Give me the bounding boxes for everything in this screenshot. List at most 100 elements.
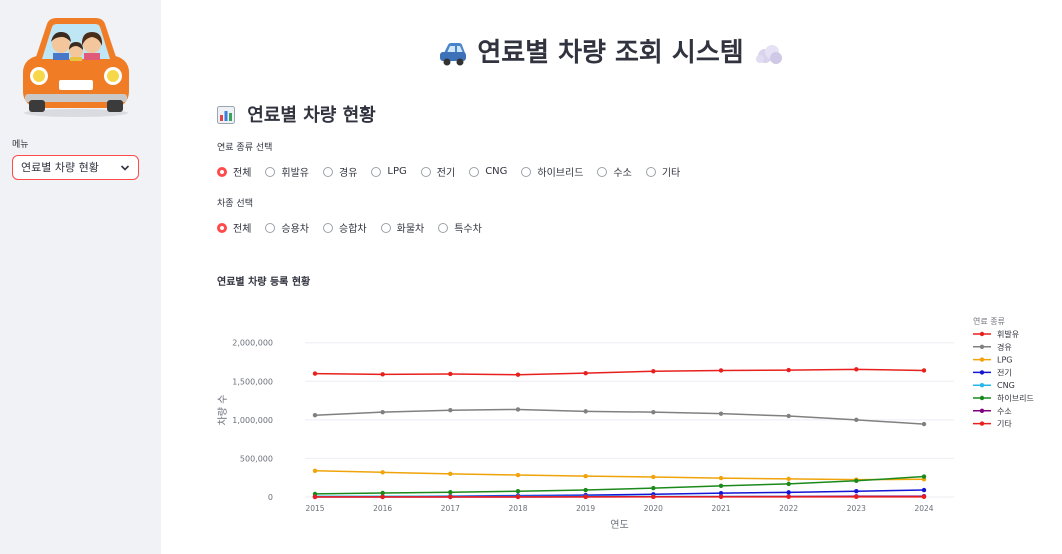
vehicle-radio-0[interactable]: 전체 [217, 220, 251, 235]
radio-circle-icon [323, 166, 334, 177]
series-point [854, 494, 859, 500]
fuel-filter-label: 연료 종류 선택 [217, 143, 273, 153]
fuel-radio-label: LPG [387, 166, 407, 177]
series-line-0 [314, 368, 925, 376]
series-line-2 [314, 470, 925, 481]
fuel-radio-1[interactable]: 휘발유 [265, 164, 309, 179]
legend-swatch-point [979, 408, 985, 413]
legend-swatch-point [979, 331, 985, 337]
fuel-radio-label: 하이브리드 [537, 168, 584, 179]
fuel-radio-label: 기타 [661, 168, 681, 179]
series-point [854, 367, 859, 372]
fuel-radio-7[interactable]: 수소 [597, 164, 632, 179]
series-line-5 [314, 475, 925, 495]
series-point [786, 494, 791, 500]
radio-circle-icon [265, 166, 276, 177]
main-content: 연료별 차량 조회 시스템 연료별 차량 현황 연료 종류 선택 전체 휘발유 경유… [161, 0, 1062, 554]
fuel-radio-0[interactable]: 전체 [217, 164, 251, 179]
series-point [583, 473, 588, 479]
series-point [651, 474, 656, 480]
legend-item-label: CNG [997, 381, 1015, 390]
fuel-filter-group: 전체 휘발유 경유 LPG 전기 CNG 하이브리드 수소 기타 [217, 164, 694, 179]
series-line-1 [314, 408, 925, 425]
chevron-down-icon [120, 165, 130, 171]
legend-item-label: 휘발유 [997, 329, 1019, 339]
family-car-illustration [23, 18, 129, 117]
series-point [583, 370, 588, 376]
y-tick-label: 500,000 [240, 454, 273, 463]
line-chart: 0 500,000 1,000,000 1,500,000 2,000,000 2015 2… [217, 317, 1034, 531]
menu-select-value: 연료별 차량 현황 [21, 161, 99, 174]
legend-title: 연료 종류 [973, 317, 1005, 326]
series-point [786, 413, 791, 419]
smoke-cloud-icon [755, 44, 782, 64]
radio-circle-icon [265, 222, 276, 233]
series-point [380, 490, 385, 496]
series-point [380, 470, 385, 475]
x-tick-label: 2024 [914, 504, 933, 513]
menu-select[interactable]: 연료별 차량 현황 [12, 155, 139, 180]
series-point [786, 481, 791, 487]
series-point [380, 494, 385, 500]
sidebar: 메뉴 연료별 차량 현황 [0, 0, 161, 554]
legend-swatch-point [979, 421, 985, 426]
fuel-radio-4[interactable]: 전기 [420, 164, 456, 179]
car-icon [440, 42, 467, 65]
vehicle-radio-label: 승합차 [339, 224, 367, 235]
legend-swatch-point [979, 370, 985, 375]
series-point [921, 368, 927, 373]
series-point [786, 490, 791, 495]
vehicle-radio-1[interactable]: 승용차 [265, 220, 309, 235]
series-point [718, 475, 724, 481]
fuel-radio-2[interactable]: 경유 [323, 164, 357, 179]
series-point [921, 474, 927, 479]
radio-circle-icon [420, 166, 431, 177]
series-point [718, 483, 724, 489]
x-tick-label: 2015 [305, 504, 324, 513]
series-point [312, 468, 318, 473]
chart-title: 연료별 차량 등록 현황 [217, 277, 311, 288]
vehicle-radio-2[interactable]: 승합차 [323, 220, 367, 235]
fuel-radio-label: CNG [485, 166, 508, 177]
series-point [718, 411, 724, 416]
fuel-radio-label: 전기 [436, 168, 456, 179]
legend-item-label: 수소 [997, 407, 1012, 416]
page-title: 연료별 차량 조회 시스템 [161, 33, 1062, 73]
bar-chart-icon [217, 106, 235, 124]
series-point [448, 371, 453, 377]
series-point [583, 487, 588, 493]
legend-item-label: 전기 [997, 367, 1012, 377]
radio-circle-icon [521, 166, 532, 177]
fuel-radio-3[interactable]: LPG [371, 166, 407, 177]
series-point [854, 478, 859, 483]
vehicle-radio-label: 화물차 [396, 224, 425, 235]
series-point [854, 489, 859, 494]
series-point [651, 369, 656, 374]
series-point [515, 372, 521, 377]
menu-label: 메뉴 [12, 140, 29, 150]
fuel-radio-5[interactable]: CNG [469, 166, 507, 177]
vehicle-radio-4[interactable]: 특수차 [438, 220, 482, 235]
series-point [312, 371, 318, 376]
series-point [786, 476, 791, 482]
series-point [515, 494, 521, 500]
y-tick-label: 0 [268, 493, 273, 502]
legend-swatch-point [979, 344, 985, 349]
x-tick-label: 2018 [508, 504, 527, 513]
fuel-radio-8[interactable]: 기타 [645, 164, 681, 179]
fuel-radio-6[interactable]: 하이브리드 [521, 164, 583, 179]
series-point [651, 409, 656, 415]
page-title-text: 연료별 차량 조회 시스템 [477, 38, 744, 68]
y-axis-label: 차량 수 [217, 395, 229, 426]
vehicle-radio-label: 특수차 [454, 224, 482, 235]
x-tick-label: 2023 [847, 504, 866, 513]
series-point [718, 490, 724, 496]
series-point [312, 413, 318, 418]
radio-circle-icon [380, 222, 391, 233]
series-point [448, 490, 453, 495]
series-point [854, 417, 859, 423]
vehicle-radio-label: 승용차 [281, 224, 310, 235]
radio-circle-icon [217, 222, 227, 233]
vehicle-radio-3[interactable]: 화물차 [380, 220, 425, 235]
legend-item-label: 기타 [997, 420, 1012, 429]
